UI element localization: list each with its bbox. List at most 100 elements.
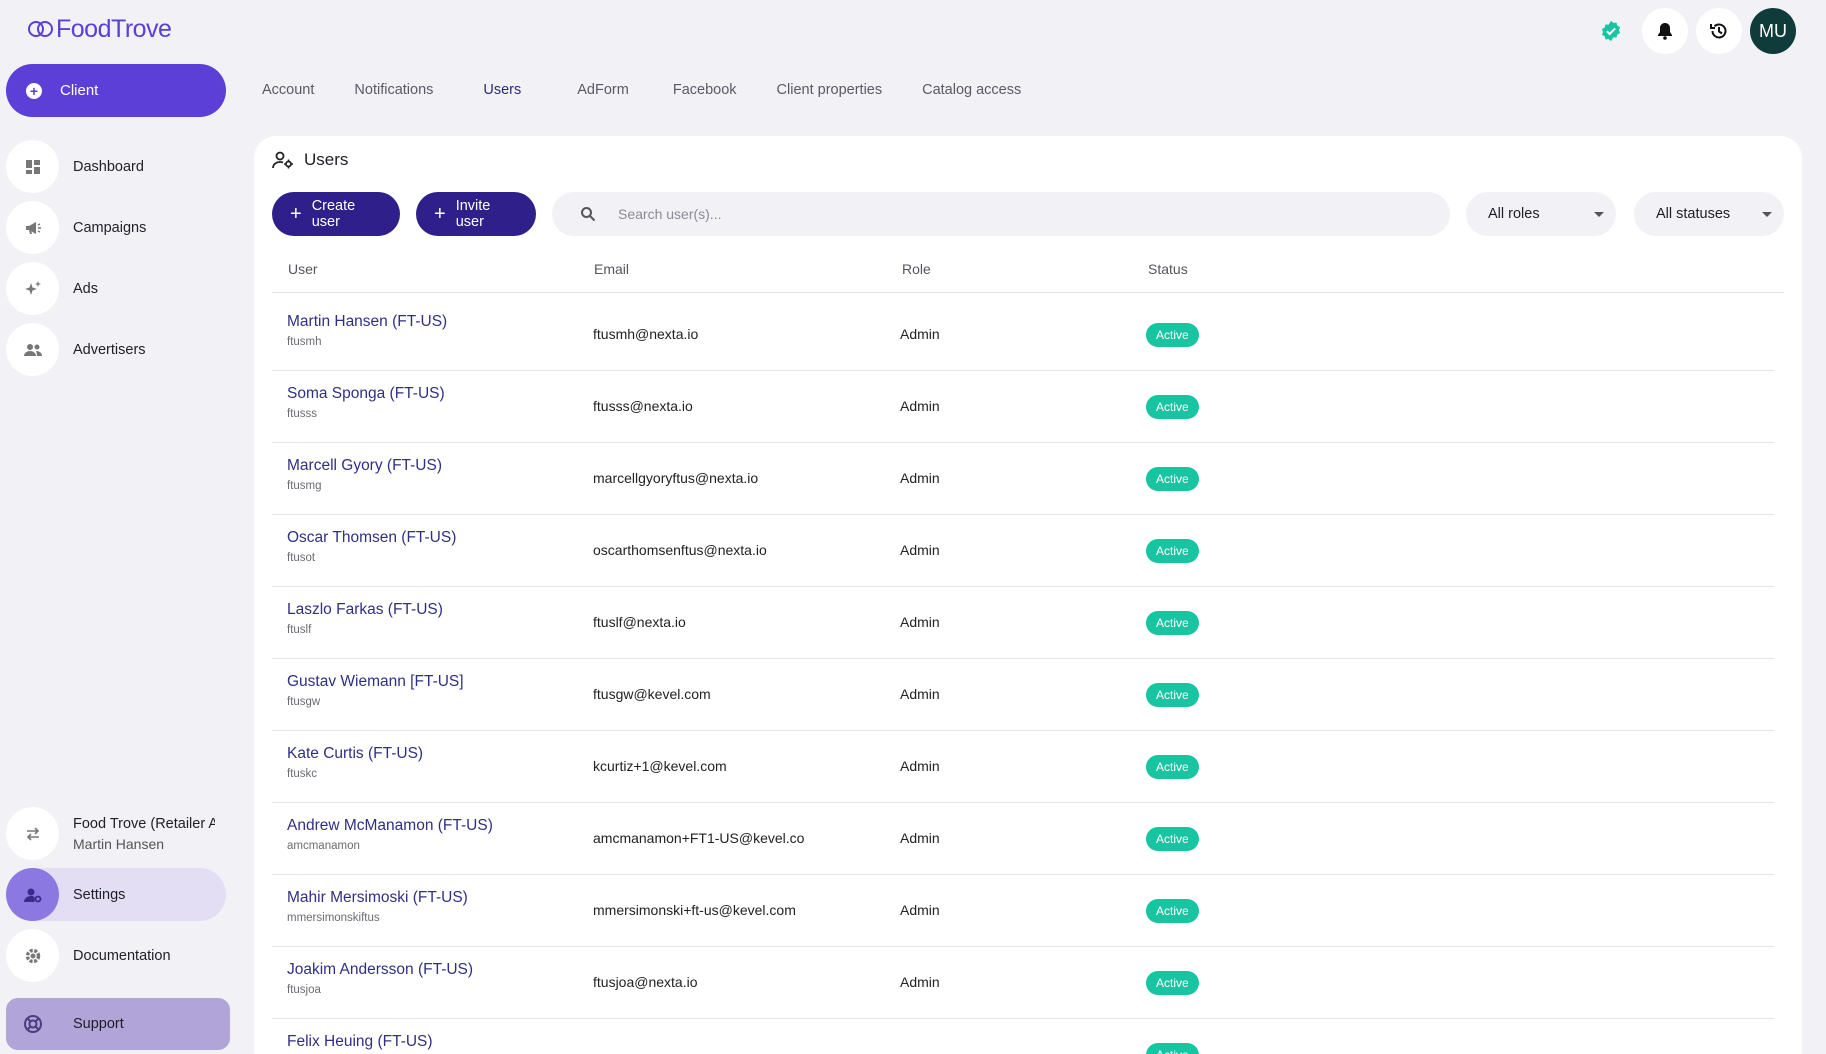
user-login: ftuslf: [287, 624, 312, 636]
table-row[interactable]: Oscar Thomsen (FT-US) ftusot oscarthomse…: [272, 515, 1774, 587]
chevron-down-icon: [1762, 211, 1772, 217]
user-name-link[interactable]: Mahir Mersimoski (FT-US): [287, 889, 468, 906]
sidebar-item-settings[interactable]: Settings: [6, 868, 226, 921]
tab-adform[interactable]: AdForm: [577, 82, 629, 98]
table-header: User Email Role Status: [272, 261, 1784, 293]
table-row[interactable]: Joakim Andersson (FT-US) ftusjoa ftusjoa…: [272, 947, 1774, 1019]
user-name-link[interactable]: Andrew McManamon (FT-US): [287, 817, 493, 834]
column-header-user[interactable]: User: [288, 261, 318, 277]
user-login: ftuskc: [287, 768, 318, 780]
user-role: Admin: [900, 398, 940, 414]
user-role: Admin: [900, 614, 940, 630]
client-button[interactable]: + Client: [6, 64, 226, 117]
tab-client-properties[interactable]: Client properties: [776, 82, 883, 98]
user-name-link[interactable]: Laszlo Farkas (FT-US): [287, 601, 443, 618]
notifications-bell-icon[interactable]: [1642, 8, 1688, 54]
user-login: ftusmh: [287, 336, 322, 348]
header-actions: MU: [1588, 8, 1796, 54]
user-cell: Marcell Gyory (FT-US) ftusmg: [287, 455, 442, 492]
user-role: Admin: [900, 974, 940, 990]
user-login: ftusjoa: [287, 984, 321, 996]
user-name-link[interactable]: Kate Curtis (FT-US): [287, 745, 424, 762]
plus-icon: +: [434, 203, 446, 225]
table-row[interactable]: Mahir Mersimoski (FT-US) mmersimonskiftu…: [272, 875, 1774, 947]
support-button[interactable]: Support: [6, 998, 230, 1050]
table-row[interactable]: Laszlo Farkas (FT-US) ftuslf ftuslf@next…: [272, 587, 1774, 659]
user-email: ftusmh@nexta.io: [593, 326, 699, 342]
user-email: mmersimonski+ft-us@kevel.com: [593, 902, 796, 918]
status-badge: Active: [1146, 899, 1199, 923]
sidebar-item-label: Dashboard: [73, 158, 144, 175]
account-user: Martin Hansen: [73, 835, 165, 852]
user-cell: Felix Heuing (FT-US): [287, 1031, 433, 1054]
user-cell: Oscar Thomsen (FT-US) ftusot: [287, 527, 456, 564]
status-filter-value: All statuses: [1656, 206, 1731, 222]
user-cell: Joakim Andersson (FT-US) ftusjoa: [287, 959, 473, 996]
user-cell: Mahir Mersimoski (FT-US) mmersimonskiftu…: [287, 887, 468, 924]
users-heading: Users: [272, 150, 348, 170]
tab-catalog-access[interactable]: Catalog access: [922, 82, 1022, 98]
status-badge: Active: [1146, 467, 1199, 491]
status-filter-select[interactable]: All statuses: [1634, 192, 1784, 236]
tab-users[interactable]: Users: [483, 82, 522, 98]
sidebar-item-advertisers[interactable]: Advertisers: [6, 323, 226, 376]
history-icon[interactable]: [1696, 8, 1742, 54]
user-cell: Martin Hansen (FT-US) ftusmh: [287, 311, 447, 348]
table-row[interactable]: Gustav Wiemann [FT-US] ftusgw ftusgw@kev…: [272, 659, 1774, 731]
user-avatar[interactable]: MU: [1750, 8, 1796, 54]
sidebar-item-label: Support: [73, 1016, 124, 1032]
users-table-body: Martin Hansen (FT-US) ftusmh ftusmh@next…: [272, 299, 1774, 1054]
user-role: Admin: [900, 542, 940, 558]
table-row[interactable]: Martin Hansen (FT-US) ftusmh ftusmh@next…: [272, 299, 1774, 371]
tab-facebook[interactable]: Facebook: [672, 82, 737, 98]
table-row[interactable]: Andrew McManamon (FT-US) amcmanamon amcm…: [272, 803, 1774, 875]
user-login: ftusot: [287, 552, 316, 564]
user-name-link[interactable]: Oscar Thomsen (FT-US): [287, 529, 457, 546]
invite-user-button[interactable]: + Invite user: [416, 192, 536, 236]
sidebar-item-documentation[interactable]: Documentation: [6, 929, 226, 982]
status-badge: Active: [1146, 323, 1199, 347]
table-row[interactable]: Marcell Gyory (FT-US) ftusmg marcellgyor…: [272, 443, 1774, 515]
user-email: ftusss@nexta.io: [593, 398, 693, 414]
user-role: Admin: [900, 830, 940, 846]
megaphone-icon: [6, 201, 59, 254]
account-name: Food Trove (Retailer Ac: [73, 815, 215, 832]
sidebar-item-ads[interactable]: Ads: [6, 262, 226, 315]
search-input[interactable]: [618, 206, 1378, 222]
user-name-link[interactable]: Marcell Gyory (FT-US): [287, 457, 442, 474]
user-name-link[interactable]: Gustav Wiemann [FT-US]: [287, 673, 464, 690]
column-header-status[interactable]: Status: [1148, 261, 1188, 277]
account-switcher[interactable]: Food Trove (Retailer Ac Martin Hansen: [6, 807, 226, 860]
create-user-button[interactable]: + Create user: [272, 192, 400, 236]
sparkle-icon: [6, 262, 59, 315]
user-email: ftusjoa@nexta.io: [593, 974, 698, 990]
table-row[interactable]: Felix Heuing (FT-US) Active: [272, 1019, 1774, 1054]
user-cell: Kate Curtis (FT-US) ftuskc: [287, 743, 423, 780]
user-name-link[interactable]: Felix Heuing (FT-US): [287, 1033, 433, 1050]
status-badge: Active: [1146, 611, 1199, 635]
table-row[interactable]: Kate Curtis (FT-US) ftuskc kcurtiz+1@kev…: [272, 731, 1774, 803]
user-cell: Laszlo Farkas (FT-US) ftuslf: [287, 599, 443, 636]
user-cell: Andrew McManamon (FT-US) amcmanamon: [287, 815, 493, 852]
user-name-link[interactable]: Soma Sponga (FT-US): [287, 385, 445, 402]
status-badge: Active: [1146, 539, 1199, 563]
user-role: Admin: [900, 758, 940, 774]
sidebar-item-campaigns[interactable]: Campaigns: [6, 201, 226, 254]
user-name-link[interactable]: Martin Hansen (FT-US): [287, 313, 448, 330]
lifebuoy-icon: [6, 998, 59, 1051]
verified-badge-icon[interactable]: [1588, 9, 1634, 53]
column-header-email[interactable]: Email: [594, 261, 630, 277]
user-name-link[interactable]: Joakim Andersson (FT-US): [287, 961, 474, 978]
roles-filter-select[interactable]: All roles: [1466, 192, 1616, 236]
table-row[interactable]: Soma Sponga (FT-US) ftusss ftusss@nexta.…: [272, 371, 1774, 443]
app-logo[interactable]: FoodTrove: [28, 14, 172, 44]
sidebar-item-dashboard[interactable]: Dashboard: [6, 140, 226, 193]
plus-icon: +: [290, 203, 302, 225]
dashboard-icon: [6, 140, 59, 193]
tab-account[interactable]: Account: [262, 82, 315, 98]
user-role: Admin: [900, 902, 940, 918]
add-circle-icon: +: [26, 82, 42, 99]
status-badge: Active: [1146, 683, 1199, 707]
column-header-role[interactable]: Role: [902, 261, 931, 277]
tab-notifications[interactable]: Notifications: [354, 82, 434, 98]
